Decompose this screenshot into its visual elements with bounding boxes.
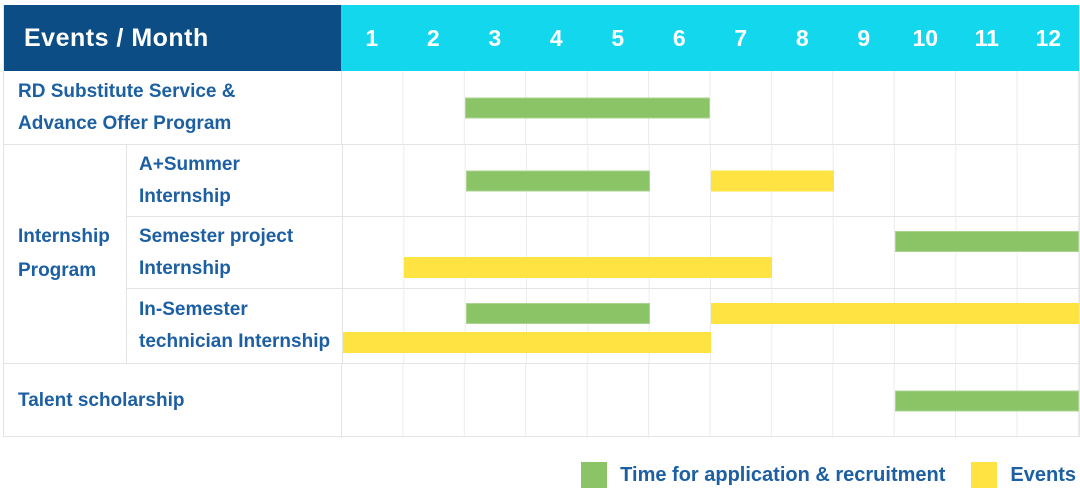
table-group-internship-program: Internship Program A+Summer Internship S… [4, 145, 1079, 364]
legend-item-events: Events [971, 462, 1076, 488]
month-header-cell: 2 [426, 24, 440, 51]
application-bar [465, 303, 650, 324]
month-header-cell: 4 [549, 24, 563, 51]
row-label-line: In-Semester [139, 299, 248, 320]
month-header-cell: 9 [857, 24, 871, 51]
group-label-line: Program [18, 260, 97, 281]
month-header-cell: 6 [672, 24, 686, 51]
gantt-table: Events / Month 1 2 3 4 5 6 7 8 9 10 11 1… [3, 5, 1080, 438]
row-label: Talent scholarship [4, 364, 341, 438]
row-label-line: Advance Offer Program [18, 112, 232, 134]
table-row-a-summer: A+Summer Internship [127, 145, 1079, 217]
legend-item-application: Time for application & recruitment [581, 462, 945, 488]
table-row-in-semester-technician: In-Semester technician Internship [127, 289, 1079, 363]
month-header-cell: 12 [1035, 24, 1062, 51]
row-label-line: Internship [139, 185, 231, 207]
chart-area [342, 145, 1079, 216]
sub-row-label: A+Summer Internship [127, 145, 342, 216]
application-swatch-icon [581, 462, 608, 488]
application-bar [895, 231, 1079, 252]
chart-area [341, 364, 1079, 438]
group-rows: A+Summer Internship Semester project Int… [126, 145, 1079, 363]
table-row-semester-project: Semester project Internship [127, 217, 1079, 289]
month-header-cell: 7 [734, 24, 748, 51]
table-header: Events / Month 1 2 3 4 5 6 7 8 9 10 11 1… [4, 5, 1079, 71]
month-header-cell: 3 [488, 24, 502, 51]
group-label-line: Internship [18, 226, 110, 247]
event-bar [343, 332, 711, 353]
event-bar [711, 170, 834, 191]
application-bar [464, 97, 711, 118]
legend-label: Events [1010, 463, 1076, 486]
row-label-line: Talent scholarship [18, 390, 185, 411]
sub-row-label: In-Semester technician Internship [127, 289, 342, 363]
row-label-line: Semester project [139, 225, 294, 247]
month-header-cell: 11 [974, 24, 999, 51]
chart-area [342, 217, 1079, 288]
sub-row-label: Semester project Internship [127, 217, 342, 288]
table-row-talent-scholarship: Talent scholarship [4, 364, 1079, 438]
legend: Time for application & recruitment Event… [581, 462, 1076, 488]
month-header-strip: 1 2 3 4 5 6 7 8 9 10 11 12 [341, 5, 1079, 71]
table-header-label: Events / Month [4, 5, 341, 71]
month-header-cell: 5 [611, 24, 625, 51]
row-label-line: technician Internship [139, 331, 331, 352]
month-header-cell: 8 [795, 24, 809, 51]
application-bar [465, 170, 650, 191]
month-header-cell: 1 [365, 24, 379, 51]
month-header-cell: 10 [912, 24, 939, 51]
row-label: RD Substitute Service & Advance Offer Pr… [4, 71, 341, 144]
chart-area [341, 71, 1079, 144]
event-swatch-icon [971, 462, 998, 488]
row-label-line: Internship [139, 257, 231, 279]
row-label-line: RD Substitute Service & [18, 80, 236, 102]
row-label-line: A+Summer [139, 153, 240, 175]
legend-label: Time for application & recruitment [620, 463, 946, 486]
application-bar [894, 390, 1079, 412]
group-label: Internship Program [4, 145, 126, 363]
chart-area [342, 289, 1079, 363]
table-row-rd-substitute: RD Substitute Service & Advance Offer Pr… [4, 71, 1079, 145]
event-bar [711, 303, 1079, 324]
event-bar [404, 257, 773, 278]
